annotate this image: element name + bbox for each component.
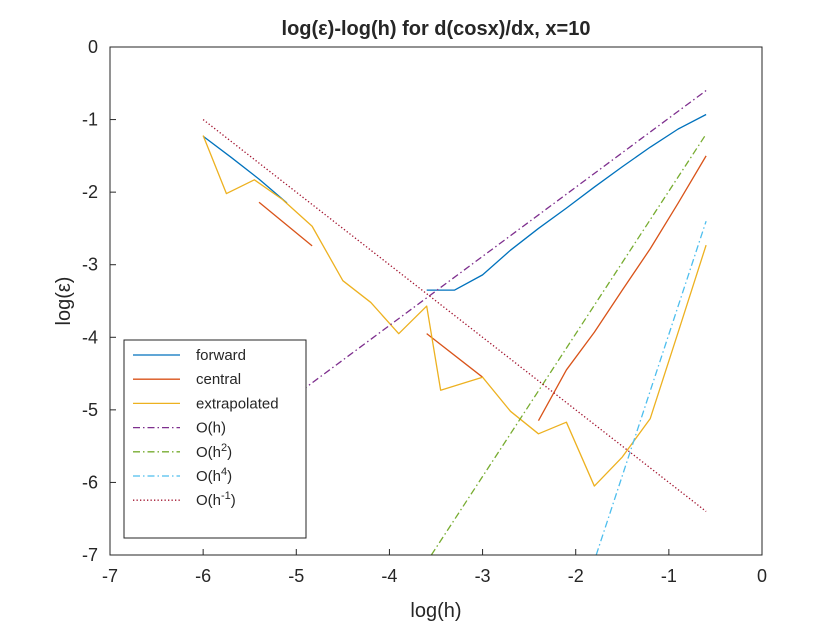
series-layer (202, 90, 707, 556)
legend-entry: forward (196, 347, 246, 364)
series-o-h-1- (202, 119, 707, 512)
series-o-h2- (430, 133, 707, 556)
legend-entry: O(h4) (196, 466, 232, 485)
legend-box (123, 339, 307, 539)
series-line (202, 135, 288, 204)
chart-title: log(ε)-log(h) for d(cosx)/dx, x=10 (282, 18, 591, 40)
legend-entry: O(h-1) (196, 490, 236, 509)
series-o-h- (277, 90, 707, 409)
x-tick-label: -2 (568, 566, 584, 586)
series-line (430, 133, 707, 556)
x-tick-label: -4 (381, 566, 397, 586)
legend-entry: central (196, 371, 241, 388)
series-line (202, 135, 707, 487)
y-tick-label: -2 (82, 182, 98, 202)
x-axis: -7 -6 -5 -4 -3 -2 -1 0 (102, 549, 767, 586)
y-tick-label: -3 (82, 255, 98, 275)
x-tick-label: -5 (288, 566, 304, 586)
series-extrapolated (202, 135, 707, 487)
y-tick-label: -7 (82, 545, 98, 565)
series-line (202, 119, 707, 512)
series-line (426, 333, 483, 378)
y-axis: 0 -1 -2 -3 -4 -5 -6 -7 (82, 37, 116, 565)
y-axis-label: log(ε) (53, 277, 75, 326)
x-tick-label: 0 (757, 566, 767, 586)
x-tick-label: -3 (475, 566, 491, 586)
y-tick-label: 0 (88, 37, 98, 57)
legend-entry: O(h) (196, 420, 226, 437)
y-tick-label: -4 (82, 327, 98, 347)
x-tick-label: -1 (661, 566, 677, 586)
series-forward (202, 113, 707, 291)
series-line (537, 155, 707, 422)
x-tick-label: -7 (102, 566, 118, 586)
legend-entry: O(h2) (196, 442, 232, 461)
series-line (595, 220, 707, 556)
legend: forward central extrapolated O(h) O(h2) O(h4)… (123, 339, 307, 539)
x-tick-label: -6 (195, 566, 211, 586)
series-central (258, 155, 707, 422)
series-line (277, 90, 707, 409)
series-line (426, 113, 707, 291)
series-line (258, 201, 313, 247)
series-o-h4- (595, 220, 707, 556)
legend-entry: extrapolated (196, 395, 279, 412)
y-tick-label: -6 (82, 472, 98, 492)
x-axis-label: log(h) (410, 600, 461, 622)
y-tick-label: -5 (82, 400, 98, 420)
y-tick-label: -1 (82, 110, 98, 130)
plot-frame (109, 46, 763, 556)
